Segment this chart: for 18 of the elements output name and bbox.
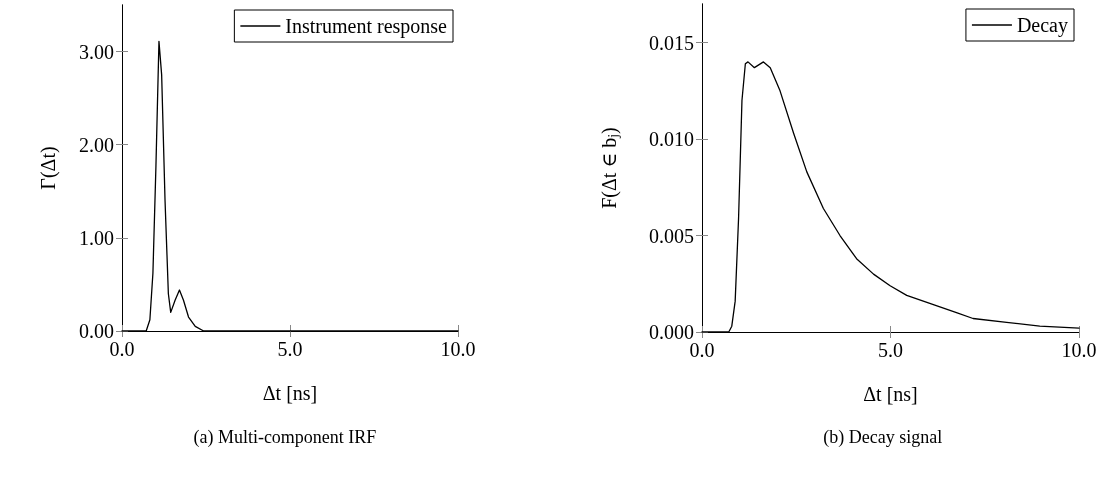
legend-label: Instrument response xyxy=(285,15,448,38)
x-tick-label: 10.0 xyxy=(1061,339,1097,361)
x-axis-title: Δt [ns] xyxy=(863,383,918,405)
x-axis-title: Δt [ns] xyxy=(262,382,318,404)
x-tick-label: 5.0 xyxy=(878,339,903,361)
text: (b) Decay signal xyxy=(823,427,943,448)
y-tick-label: 0.010 xyxy=(649,128,694,151)
y-axis-title: F(Δt ∈ bj) xyxy=(598,127,621,209)
legend-label: Decay xyxy=(1016,14,1068,37)
text: (a) Multi-component IRF xyxy=(193,427,377,448)
y-tick-label: 0.005 xyxy=(649,224,694,247)
x-tick-label: 5.0 xyxy=(277,338,303,360)
y-axis-title: Γ(Δt) xyxy=(37,146,60,190)
y-tick-label: 1.00 xyxy=(79,226,114,249)
y-tick-label: 3.00 xyxy=(79,40,114,63)
y-tick-label: 0.015 xyxy=(649,31,694,54)
x-tick-label: 10.0 xyxy=(440,338,476,360)
y-tick-label: 2.00 xyxy=(79,133,114,156)
